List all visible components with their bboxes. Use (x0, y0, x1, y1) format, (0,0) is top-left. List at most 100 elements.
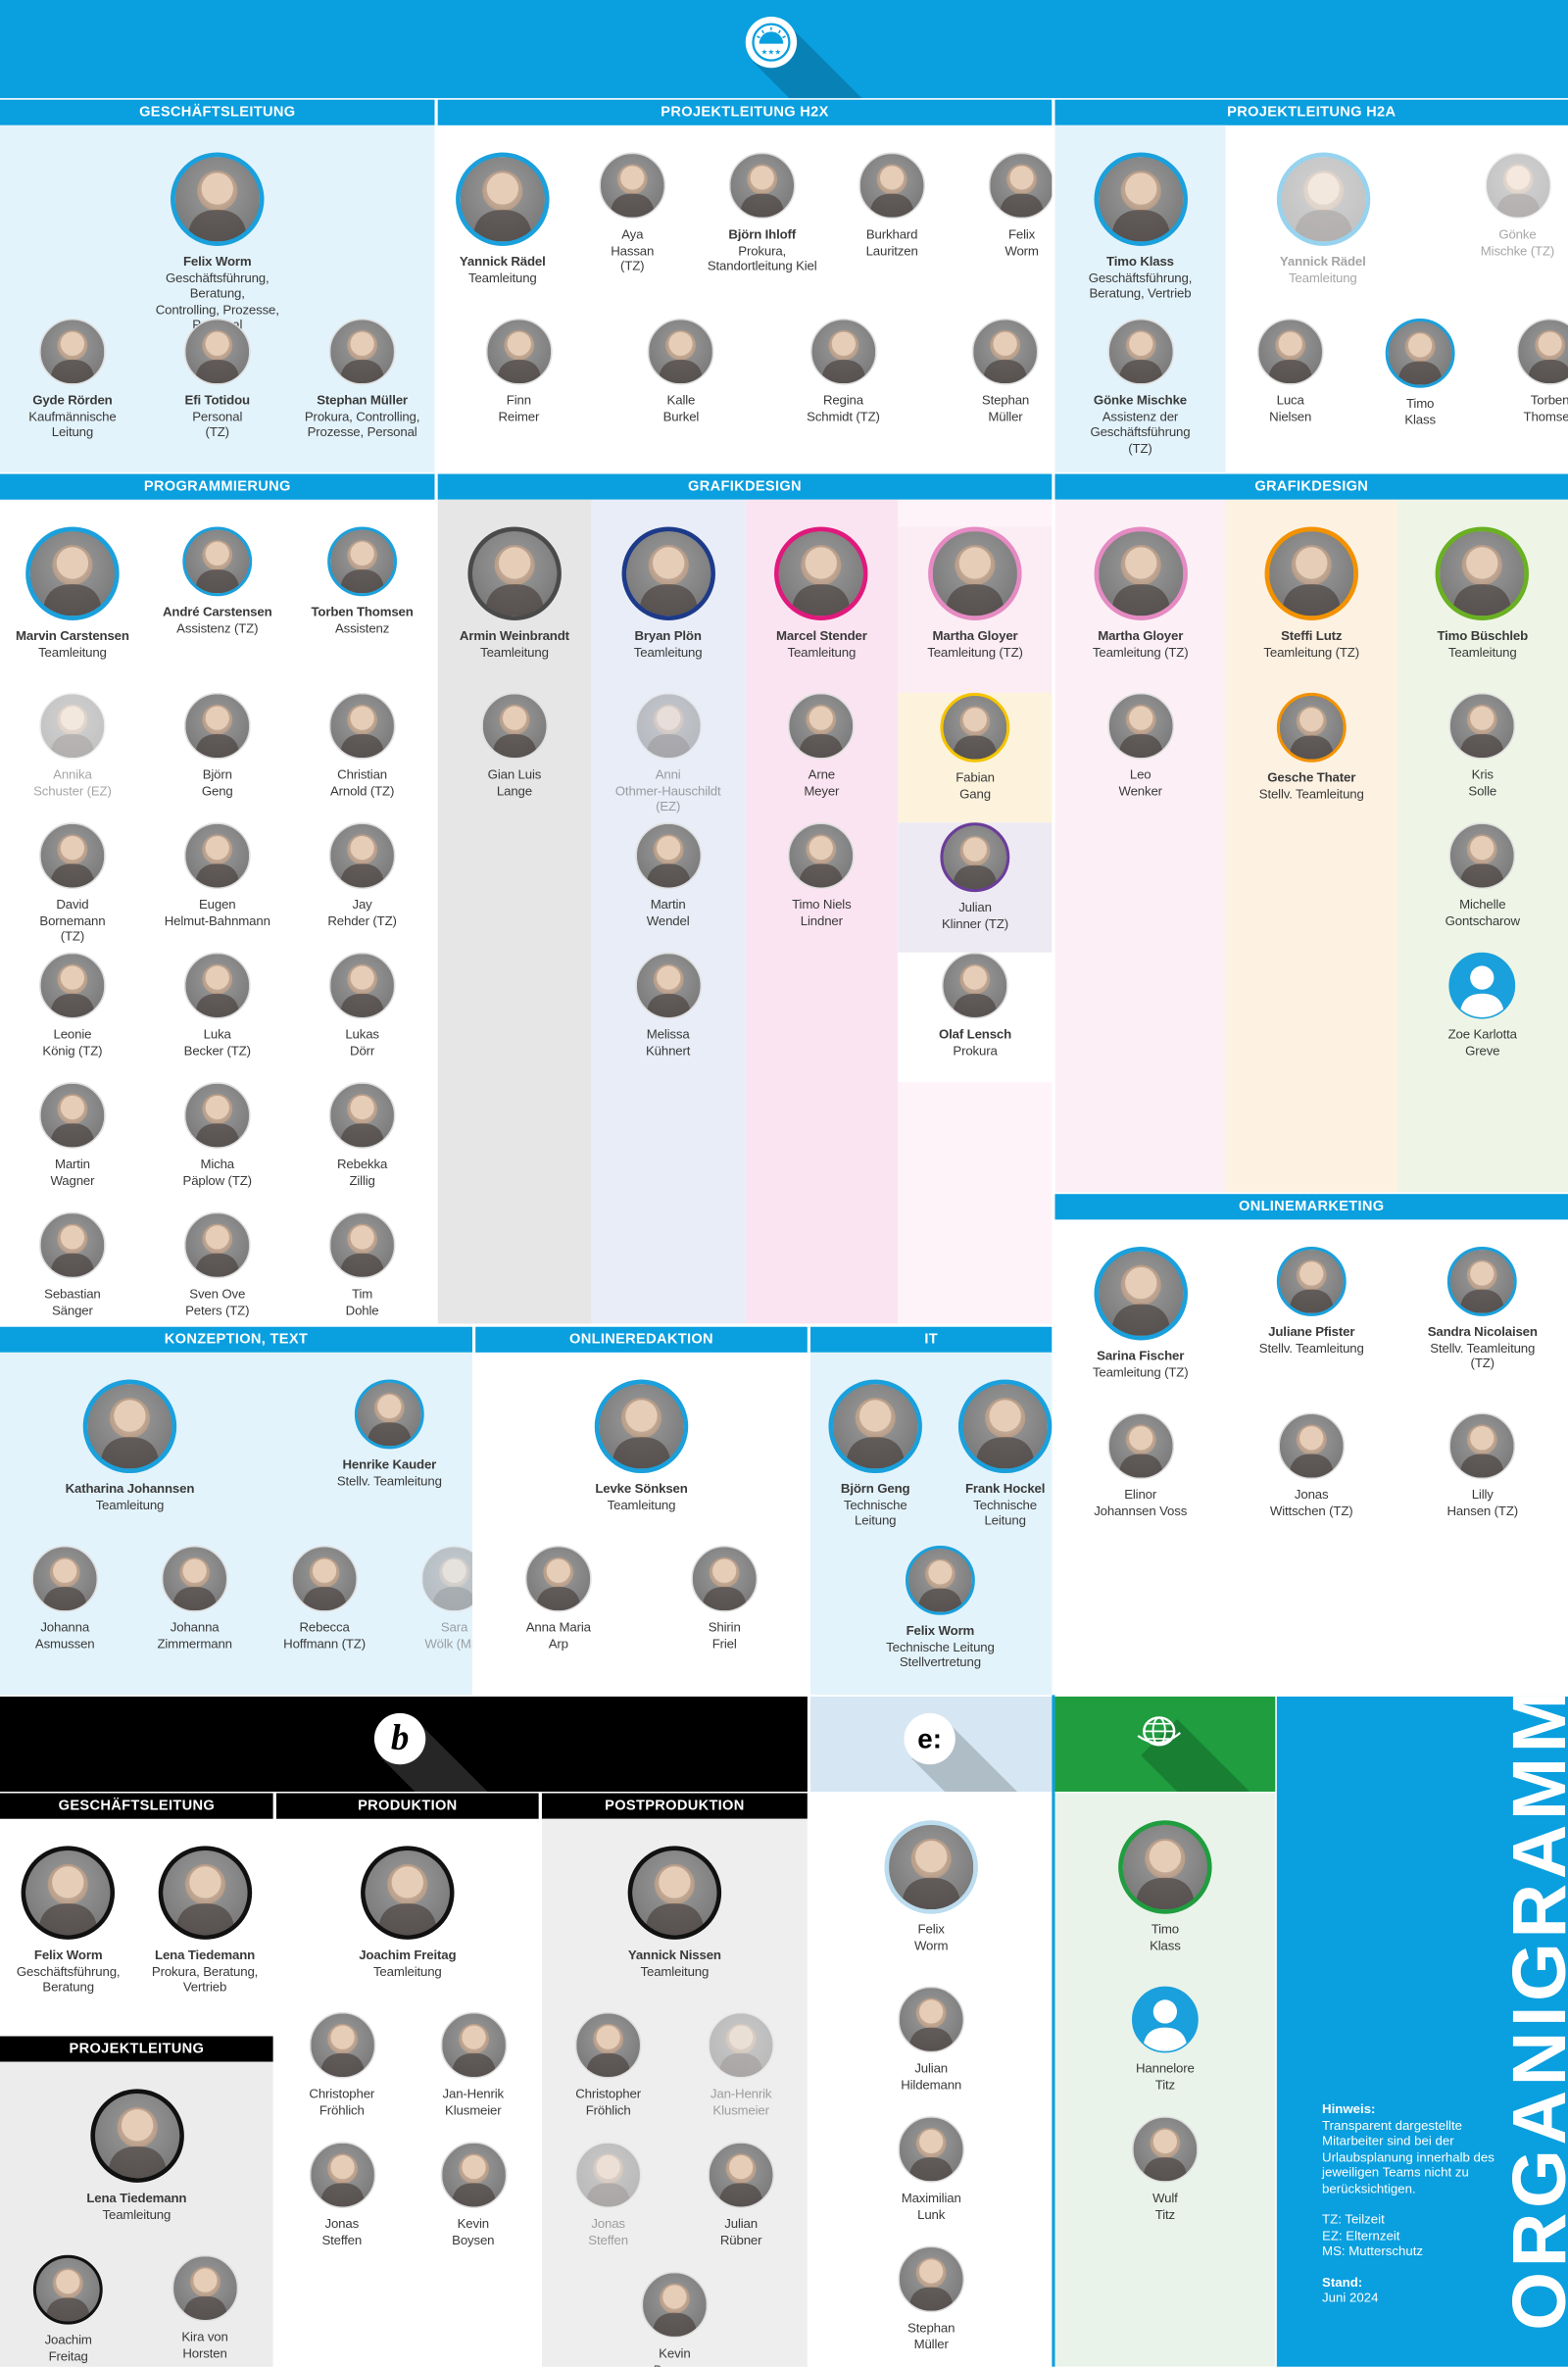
person-card: Timo Niels Lindner (757, 822, 886, 928)
avatar (1447, 1247, 1518, 1316)
section-programmierung: PROGRAMMIERUNG Marvin Carstensen Teamleitu… (0, 473, 435, 1324)
person-card: Timo Büschleb Teamleitung (1418, 526, 1547, 660)
person-role: Personal (TZ) (192, 408, 243, 440)
person-role: Prokura, Beratung, Vertrieb (151, 1962, 259, 1995)
person-name: Christopher Fröhlich (309, 2086, 375, 2117)
person-card: Timo Klass (1101, 1820, 1230, 1953)
person-name: Henrike Kauder (342, 1456, 437, 1472)
person-card: Luca Nielsen (1225, 318, 1354, 424)
avatar (39, 692, 106, 760)
team-column: Lena Tiedemann Teamleitung Joachim Freitag… (0, 2061, 273, 2367)
section-b-produktion: PRODUKTION Joachim Freitag Teamleitung Chri… (275, 1793, 539, 2367)
avatar (1256, 318, 1324, 385)
avatar (691, 1545, 759, 1612)
globe-icon (1137, 1714, 1182, 1758)
person-card: Steffi Lutz Teamleitung (TZ) (1247, 526, 1376, 660)
top-banner: ★★★ (0, 0, 1568, 99)
person-card: Rebekka Zillig (297, 1082, 426, 1188)
avatar (485, 318, 553, 385)
person-name: Wulf Titz (1152, 2190, 1178, 2222)
section-onlineredaktion: ONLINEREDAKTION Levke Sönksen Teamleitung A… (475, 1326, 808, 1696)
person-card: Sebastian Sänger (8, 1211, 137, 1318)
section-body: Katharina Johannsen Teamleitung Henrike Ka… (0, 1352, 473, 1696)
avatar (171, 152, 265, 247)
section-b-projektleitung: PROJEKTLEITUNG Lena Tiedemann Teamleitung J… (0, 2036, 273, 2367)
person-card: Julian Hildemann (866, 1986, 996, 2093)
section-header: PROJEKTLEITUNG (0, 2036, 273, 2062)
avatar (708, 2011, 775, 2079)
person-card: Stephan Müller (941, 318, 1053, 424)
person-name: Jan-Henrik Klusmeier (442, 2086, 505, 2117)
section-header: GESCHÄFTSLEITUNG (0, 1793, 273, 1819)
person-name: Björn Geng (840, 1480, 910, 1497)
avatar (361, 1846, 455, 1940)
person-role: Teamleitung (633, 643, 703, 660)
person-card: Julian Rübner (676, 2142, 806, 2247)
person-role: Assistenz (334, 619, 390, 635)
avatar (1093, 152, 1188, 247)
avatar (594, 1379, 689, 1474)
person-role: Prokura, Controlling, Prozesse, Personal (304, 408, 420, 440)
person-name: Luca Nielsen (1269, 392, 1312, 423)
person-name: Elinor Johannsen Voss (1094, 1486, 1188, 1518)
team-row: Elinor Johannsen Voss Jonas Wittschen (TZ… (1054, 1412, 1568, 1542)
person-card: Elinor Johannsen Voss (1075, 1412, 1204, 1518)
team-row: Sebastian Sänger Sven Ove Peters (TZ) Tim … (0, 1211, 435, 1324)
person-name: Stephan Müller (317, 392, 408, 408)
person-name: Katharina Johannsen (65, 1480, 195, 1497)
person-card: Martin Wagner (8, 1082, 137, 1188)
person-card: Rebecca Hoffmann (TZ) (260, 1545, 389, 1652)
person-card: Yannick Rädel Teamleitung (1258, 152, 1388, 286)
avatar (328, 1211, 396, 1279)
person-card: Melissa Kühnert (603, 952, 732, 1059)
person-card: Christopher Fröhlich (277, 2011, 407, 2118)
section-grafikdesign-h2x: GRAFIKDESIGN Armin Weinbrandt Teamleitung G… (437, 473, 1053, 1324)
section-body: Felix Worm Geschäftsführung, Beratung Lena… (0, 1819, 273, 2035)
team-column: Felix Worm Geschäftsführung, Beratung, Co… (0, 124, 435, 473)
team-column: Martha Gloyer Teamleitung (TZ) Fabian Gang… (898, 499, 1053, 1324)
person-card: Wulf Titz (1101, 2116, 1230, 2222)
avatar (327, 526, 398, 597)
person-name: Jan-Henrik Klusmeier (710, 2086, 772, 2117)
team-column: Marcel Stender Teamleitung Arne Meyer Timo … (744, 499, 899, 1324)
person-name: Timo Büschleb (1437, 627, 1529, 644)
team-column: Sarina Fischer Teamleitung (TZ) Juliane Pf… (1054, 1219, 1568, 1695)
team-row: Kris Solle (1397, 692, 1568, 822)
section-header: GRAFIKDESIGN (1054, 473, 1568, 500)
avatar (1118, 1820, 1212, 1914)
avatar (634, 692, 702, 760)
person-card: Björn Geng Technische Leitung (810, 1379, 940, 1529)
team-row: Hannelore Titz (1054, 1986, 1275, 2116)
person-card: Katharina Johannsen Teamleitung (65, 1379, 195, 1513)
person-role: Geschäftsführung, Beratung (16, 1962, 121, 1995)
team-row: Christopher Fröhlich Jan-Henrik Klusmeier (542, 2011, 808, 2142)
person-card: Gönke Mischke (TZ) (1452, 152, 1568, 259)
team-column: Björn Geng Technische Leitung Frank Hockel… (809, 1352, 1053, 1696)
avatar (1132, 2116, 1199, 2183)
section-body: Yannick Nissen Teamleitung Christopher Frö… (541, 1818, 808, 2367)
team-column: Levke Sönksen Teamleitung Anna Maria Arp Sh… (475, 1353, 808, 1696)
person-card: Gian Luis Lange (450, 692, 579, 799)
person-card: Frank Hockel Technische Leitung (940, 1379, 1053, 1529)
avatar-placeholder-icon (1132, 1986, 1199, 2053)
person-name: Lukas Dörr (345, 1026, 379, 1058)
section-body: Martha Gloyer Teamleitung (TZ) Leo Wenker S… (1054, 499, 1568, 1193)
avatar (884, 1820, 978, 1914)
person-name: Steffi Lutz (1281, 627, 1343, 644)
avatar (1276, 692, 1347, 763)
person-card: Henrike Kauder Stellv. Teamleitung (324, 1379, 454, 1489)
person-role: Stellv. Teamleitung (1258, 785, 1364, 801)
team-row: Yannick Rädel Teamleitung Gönke Mischke (T… (1225, 152, 1568, 319)
person-name: Kira von Horsten (181, 2329, 228, 2360)
section-header: PROGRAMMIERUNG (0, 473, 435, 500)
person-card: Gyde Rörden Kaufmännische Leitung (8, 318, 137, 440)
person-card: Maximilian Lunk (866, 2116, 996, 2222)
person-name: Anna Maria Arp (525, 1619, 591, 1651)
person-role: Teamleitung (38, 643, 107, 660)
person-card: Martin Wendel (603, 822, 732, 928)
avatar (328, 692, 396, 760)
svg-text:★★★: ★★★ (761, 47, 782, 56)
avatar (328, 822, 396, 890)
section-body: Björn Geng Technische Leitung Frank Hockel… (809, 1352, 1053, 1696)
person-card: Jonas Steffen (277, 2142, 407, 2247)
